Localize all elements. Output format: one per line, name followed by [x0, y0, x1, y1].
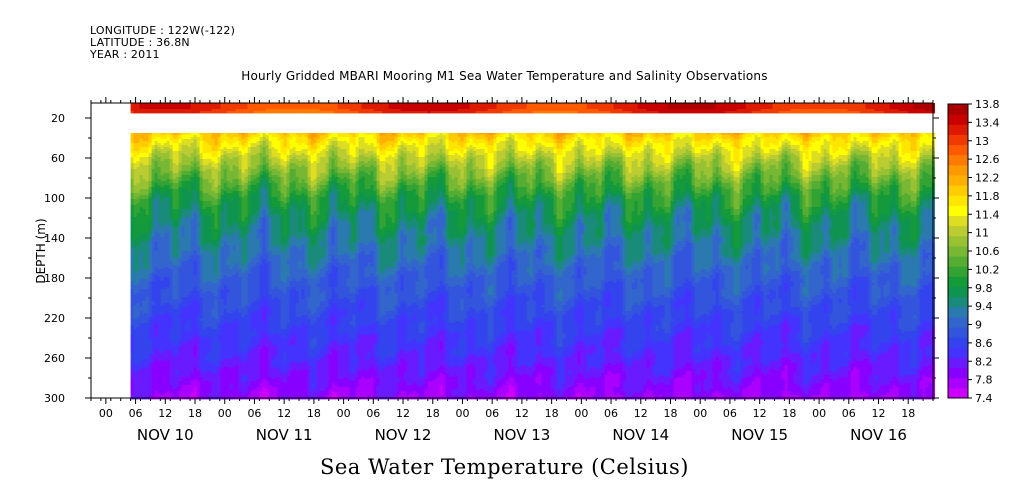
x-hour-label: 06 [247, 407, 261, 420]
colorbar-label: 13 [975, 135, 989, 148]
colorbar-swatch [948, 266, 968, 277]
colorbar-label: 10.2 [975, 263, 1000, 276]
x-hour-label: 12 [872, 407, 886, 420]
colorbar-swatch [948, 216, 968, 227]
x-day-label: NOV 15 [731, 426, 788, 444]
colorbar-label: 11.8 [975, 190, 1000, 203]
colorbar-swatch [948, 378, 968, 389]
colorbar-swatch [948, 114, 968, 125]
colorbar-swatch [948, 226, 968, 237]
x-day-label: NOV 13 [493, 426, 550, 444]
colorbar-label: 9.4 [975, 300, 993, 313]
x-hour-label: 00 [812, 407, 826, 420]
colorbar-swatch [948, 155, 968, 166]
colorbar-swatch [948, 347, 968, 358]
colorbar-swatch [948, 286, 968, 297]
y-tick-label: 20 [51, 112, 65, 125]
x-hour-label: 00 [218, 407, 232, 420]
colorbar-swatch [948, 175, 968, 186]
colorbar-swatch [948, 185, 968, 196]
x-hour-label: 06 [842, 407, 856, 420]
colorbar-swatch [948, 297, 968, 308]
colorbar-swatch [948, 357, 968, 368]
colorbar-swatch [948, 236, 968, 247]
x-hour-label: 18 [782, 407, 796, 420]
colorbar-label: 11 [975, 227, 989, 240]
x-hour-label: 06 [604, 407, 618, 420]
colorbar-swatch [948, 337, 968, 348]
x-day-label: NOV 11 [256, 426, 313, 444]
x-hour-label: 18 [901, 407, 915, 420]
temperature-field [91, 103, 935, 399]
x-hour-label: 12 [634, 407, 648, 420]
x-hour-label: 06 [485, 407, 499, 420]
x-hour-label: 18 [307, 407, 321, 420]
colorbar-label: 12.6 [975, 153, 1000, 166]
x-hour-label: 00 [455, 407, 469, 420]
x-hour-label: 12 [277, 407, 291, 420]
y-tick-label: 260 [44, 352, 65, 365]
colorbar-swatch [948, 368, 968, 379]
colorbar-label: 11.4 [975, 208, 1000, 221]
colorbar-swatch [948, 246, 968, 257]
colorbar-swatch [948, 276, 968, 287]
colorbar-swatch [948, 134, 968, 145]
colorbar-swatch [948, 145, 968, 156]
x-hour-label: 00 [574, 407, 588, 420]
x-hour-label: 18 [426, 407, 440, 420]
colorbar-swatch [948, 205, 968, 216]
x-hour-label: 12 [396, 407, 410, 420]
x-day-label: NOV 16 [850, 426, 907, 444]
colorbar-label: 7.8 [975, 374, 993, 387]
y-tick-label: 60 [51, 152, 65, 165]
colorbar-label: 8.6 [975, 337, 993, 350]
colorbar-label: 13.8 [975, 98, 1000, 111]
colorbar-label: 8.2 [975, 355, 993, 368]
colorbar-swatch [948, 165, 968, 176]
y-tick-label: 300 [44, 392, 65, 405]
x-day-label: NOV 12 [375, 426, 432, 444]
x-day-label: NOV 10 [137, 426, 194, 444]
y-axis-label: DEPTH (m) [34, 218, 48, 283]
x-hour-label: 06 [129, 407, 143, 420]
colorbar-swatch [948, 195, 968, 206]
x-hour-label: 12 [753, 407, 767, 420]
colorbar: 13.8 13.4 13 12.6 12.2 11.8 11.4 11 10.6 10.2 9.8 9… [948, 98, 1000, 405]
x-hour-label: 00 [337, 407, 351, 420]
colorbar-label: 12.2 [975, 172, 1000, 185]
colorbar-swatch [948, 256, 968, 267]
x-axis-title: Sea Water Temperature (Celsius) [0, 455, 1009, 479]
colorbar-swatch [948, 104, 968, 115]
colorbar-swatch [948, 307, 968, 318]
colorbar-swatch [948, 317, 968, 328]
x-day-label: NOV 14 [612, 426, 669, 444]
x-hour-label: 12 [158, 407, 172, 420]
x-hour-label: 18 [188, 407, 202, 420]
colorbar-label: 7.4 [975, 392, 993, 405]
x-hour-label: 18 [545, 407, 559, 420]
colorbar-label: 9 [975, 319, 982, 332]
colorbar-swatch [948, 327, 968, 338]
x-hour-label: 12 [515, 407, 529, 420]
x-hour-label: 06 [723, 407, 737, 420]
colorbar-label: 10.6 [975, 245, 1000, 258]
x-hour-label: 18 [663, 407, 677, 420]
y-tick-label: 100 [44, 192, 65, 205]
colorbar-swatch [948, 124, 968, 135]
y-tick-label: 220 [44, 312, 65, 325]
colorbar-label: 9.8 [975, 282, 993, 295]
x-hour-label: 06 [366, 407, 380, 420]
colorbar-swatch [948, 388, 968, 399]
x-hour-label: 00 [693, 407, 707, 420]
x-hour-label: 00 [99, 407, 113, 420]
colorbar-label: 13.4 [975, 116, 1000, 129]
